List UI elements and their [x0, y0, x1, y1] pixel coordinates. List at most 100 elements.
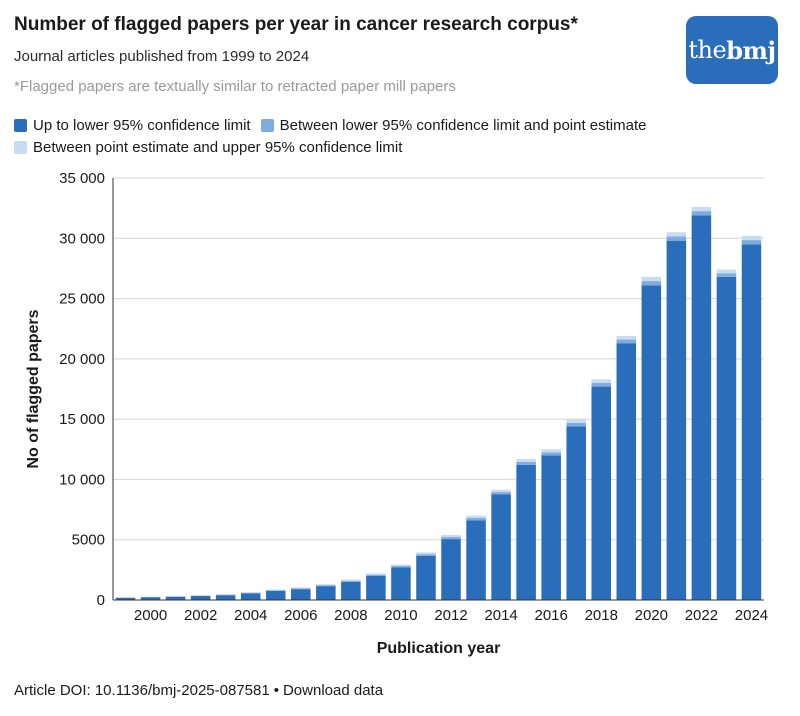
bar-segment [566, 419, 586, 424]
bar-segment [366, 574, 386, 576]
bar-segment [391, 567, 411, 600]
y-tick-label: 5000 [72, 532, 105, 549]
article-doi: Article DOI: 10.1136/bmj-2025-087581 [14, 682, 270, 699]
x-tick-label: 2018 [585, 607, 618, 624]
bar-segment [316, 584, 336, 586]
bar-segment [240, 592, 261, 594]
bar-segment [190, 596, 211, 600]
bar-segment [616, 335, 637, 340]
bar-segment [140, 597, 161, 600]
x-tick-label: 2000 [134, 607, 167, 624]
legend-label-upper: Between point estimate and upper 95% con… [33, 138, 403, 156]
bar-segment [165, 596, 186, 600]
x-tick-label: 2002 [184, 607, 217, 624]
bar-segment [466, 520, 486, 600]
bar-segment [541, 449, 561, 453]
legend-swatch-mid [260, 118, 274, 132]
chart-footnote: *Flagged papers are textually similar to… [14, 78, 456, 95]
legend-item-lower: Up to lower 95% confidence limit [14, 117, 251, 134]
bmj-logo[interactable]: the bmj [686, 16, 778, 84]
bar-segment [416, 554, 436, 556]
bar-segment [641, 285, 662, 600]
bar-segment [291, 589, 311, 600]
bar-segment [666, 240, 687, 600]
x-tick-label: 2010 [384, 607, 417, 624]
y-tick-label: 35 000 [59, 170, 105, 187]
bar-segment [491, 489, 511, 493]
bar-segment [566, 423, 586, 427]
legend-item-upper: Between point estimate and upper 95% con… [14, 139, 402, 156]
y-tick-label: 15 000 [59, 411, 105, 428]
bar-segment [391, 564, 411, 566]
legend-swatch-lower [14, 118, 27, 132]
bar-segment [516, 464, 536, 600]
x-tick-label: 2004 [234, 607, 267, 624]
bar-segment [691, 206, 712, 212]
bar-segment [265, 590, 286, 591]
bar-segment [591, 382, 612, 387]
bar-segment [341, 581, 361, 600]
y-tick-label: 25 000 [59, 291, 105, 308]
x-tick-label: 2022 [685, 607, 718, 624]
bar-segment [616, 339, 637, 344]
y-tick-label: 0 [97, 592, 105, 609]
bar-segment [741, 235, 762, 241]
y-tick-label: 10 000 [59, 471, 105, 488]
chart-title: Number of flagged papers per year in can… [14, 14, 578, 35]
x-tick-label: 2016 [534, 607, 567, 624]
legend-swatch-upper [14, 140, 27, 154]
bar-segment [316, 585, 336, 587]
download-data-link[interactable]: Download data [282, 682, 384, 699]
x-axis-ticks: 2000 2002 2004 2006 2008 2010 2012 2014 2016 2018… [134, 607, 768, 624]
separator-dot: • [273, 682, 279, 699]
bar-segment [441, 535, 461, 538]
bar-segment [716, 276, 737, 600]
bar-chart: 0 5000 10 000 15 000 20 000 25 000 30 000 35 00… [25, 170, 768, 657]
x-axis-label: Publication year [377, 640, 501, 657]
bar-segment [416, 552, 436, 555]
bar-segment [291, 587, 311, 589]
bar-segment [265, 589, 286, 591]
bars [115, 206, 762, 601]
bar-segment [666, 232, 687, 237]
bar-segment [566, 426, 586, 600]
logo-text-the: the [688, 36, 727, 64]
bar-segment [416, 555, 436, 600]
bar-segment [316, 586, 336, 600]
footer: Article DOI: 10.1136/bmj-2025-087581 • Dow… [14, 682, 383, 699]
x-tick-label: 2020 [635, 607, 668, 624]
bar-segment [691, 211, 712, 216]
bar-segment [466, 518, 486, 521]
bar-segment [641, 276, 662, 282]
bar-segment [616, 343, 637, 600]
bar-segment [716, 269, 737, 274]
bar-segment [391, 565, 411, 568]
bar-segment [666, 236, 687, 241]
bar-segment [115, 597, 136, 600]
logo-text-bmj: bmj [726, 35, 776, 65]
bar-segment [341, 580, 361, 582]
bar-segment [441, 539, 461, 600]
chart-legend: Up to lower 95% confidence limit Between… [14, 114, 784, 158]
bar-segment [466, 515, 486, 519]
bar-segment [716, 273, 737, 277]
grid-lines [113, 177, 764, 541]
bar-segment [341, 579, 361, 581]
chart-subtitle: Journal articles published from 1999 to … [14, 48, 310, 65]
bar-segment [291, 588, 311, 590]
bar-segment [215, 595, 236, 600]
bar-segment [265, 590, 286, 600]
x-tick-label: 2012 [434, 607, 467, 624]
bar-segment [591, 386, 612, 600]
y-tick-label: 20 000 [59, 351, 105, 368]
legend-item-mid: Between lower 95% confidence limit and p… [260, 117, 646, 134]
bar-segment [366, 573, 386, 575]
bar-segment [691, 215, 712, 600]
y-axis-ticks: 0 5000 10 000 15 000 20 000 25 000 30 000 35 00… [59, 170, 105, 609]
x-tick-label: 2008 [334, 607, 367, 624]
bar-segment [240, 592, 261, 593]
bar-segment [641, 281, 662, 286]
bar-segment [366, 575, 386, 600]
bar-segment [516, 461, 536, 465]
x-tick-label: 2024 [735, 607, 768, 624]
